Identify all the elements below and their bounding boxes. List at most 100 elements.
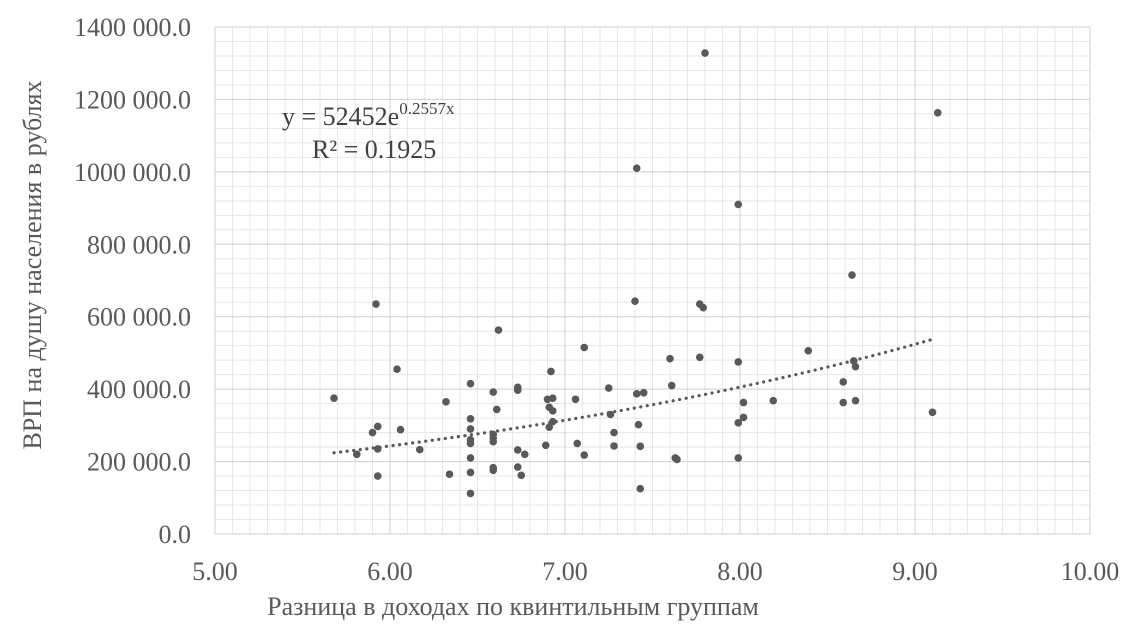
trendline-equation-prefix: y = 52452e: [282, 102, 399, 131]
x-tick-label: 5.00: [192, 557, 238, 586]
data-point: [393, 365, 401, 374]
data-point: [466, 468, 475, 477]
y-tick-label: 400 000.0: [87, 375, 191, 404]
data-point: [699, 303, 708, 312]
data-points: [330, 49, 942, 498]
x-tick-label: 8.00: [717, 557, 763, 586]
data-point: [466, 454, 475, 462]
y-tick-label: 1400 000.0: [74, 13, 191, 42]
trendline-equation: y = 52452e0.2557x: [282, 99, 455, 131]
data-point: [548, 407, 557, 415]
data-point: [513, 446, 522, 454]
data-point: [494, 326, 503, 334]
data-point: [610, 442, 618, 450]
data-point: [373, 422, 382, 431]
data-point: [851, 396, 860, 405]
data-point: [610, 428, 618, 437]
data-point: [928, 408, 937, 417]
data-point: [634, 420, 643, 429]
data-point: [804, 346, 813, 355]
data-point: [442, 398, 450, 406]
data-point: [839, 378, 848, 386]
data-point: [466, 439, 475, 448]
data-point: [580, 451, 589, 459]
data-point: [548, 394, 557, 402]
data-point: [545, 423, 554, 431]
data-point: [517, 471, 526, 480]
y-tick-label: 800 000.0: [87, 230, 191, 259]
data-point: [695, 353, 704, 362]
data-point: [606, 410, 615, 419]
data-point: [368, 428, 377, 437]
y-tick-label: 600 000.0: [87, 303, 191, 332]
data-point: [851, 362, 860, 371]
data-point: [636, 484, 645, 493]
data-point: [739, 398, 748, 407]
data-point: [739, 413, 748, 422]
data-point: [673, 455, 681, 464]
x-tick-label: 9.00: [892, 557, 938, 586]
data-point: [734, 200, 743, 209]
data-point: [373, 445, 382, 453]
data-point: [839, 398, 848, 407]
data-point: [373, 472, 382, 480]
data-point: [632, 390, 641, 398]
data-point: [352, 450, 361, 459]
data-point: [849, 357, 858, 365]
y-tick-label: 1000 000.0: [74, 158, 191, 187]
data-point: [701, 49, 709, 57]
data-point: [573, 439, 582, 448]
y-tick-label: 1200 000.0: [74, 85, 191, 114]
x-axis-title: Разница в доходах по квинтильным группам: [267, 592, 759, 621]
y-tick-label: 200 000.0: [87, 448, 191, 477]
r-squared-label: R² = 0.1925: [312, 135, 436, 164]
data-point: [769, 396, 778, 405]
data-point: [933, 109, 942, 117]
data-point: [466, 425, 475, 433]
data-point: [734, 358, 743, 366]
data-point: [632, 164, 641, 173]
y-tick-label: 0.0: [159, 520, 192, 549]
data-point: [396, 425, 405, 434]
data-point: [631, 297, 639, 305]
trendline-group: [332, 336, 938, 455]
x-tick-label: 6.00: [367, 557, 413, 586]
data-point: [636, 442, 645, 451]
x-tick-labels: 5.00 6.00 7.00 8.00 9.00 10.00: [192, 557, 1119, 586]
data-point: [548, 417, 557, 426]
data-point: [489, 437, 498, 446]
data-point: [466, 489, 475, 498]
data-point: [734, 454, 743, 462]
y-tick-labels: 0.0 200 000.0 400 000.0 600 000.0 800 000.0 1…: [74, 13, 191, 549]
data-point: [513, 463, 522, 471]
data-point: [445, 470, 454, 479]
major-gridlines: [214, 26, 1091, 535]
x-tick-label: 7.00: [542, 557, 588, 586]
data-point: [848, 271, 856, 279]
x-tick-label: 10.00: [1061, 557, 1120, 586]
data-point: [547, 367, 555, 376]
trendline: [332, 336, 938, 455]
y-axis-title: ВРП на душу населения в рублях: [18, 80, 47, 449]
data-point: [604, 384, 613, 392]
data-point: [466, 415, 475, 423]
data-point: [734, 419, 743, 427]
data-point: [639, 388, 648, 397]
data-point: [666, 354, 674, 363]
data-point: [580, 343, 589, 352]
data-point: [541, 441, 550, 450]
data-point: [667, 381, 676, 390]
data-point: [489, 466, 498, 475]
data-point: [492, 405, 501, 414]
data-point: [489, 388, 498, 396]
data-point: [571, 395, 580, 404]
data-point: [330, 394, 338, 402]
data-point: [415, 445, 424, 454]
data-point: [513, 386, 522, 395]
data-point: [466, 379, 475, 388]
data-point: [372, 300, 380, 308]
data-point: [520, 450, 529, 459]
minor-gridlines: [215, 27, 1090, 534]
trendline-equation-exponent: 0.2557x: [399, 99, 455, 118]
